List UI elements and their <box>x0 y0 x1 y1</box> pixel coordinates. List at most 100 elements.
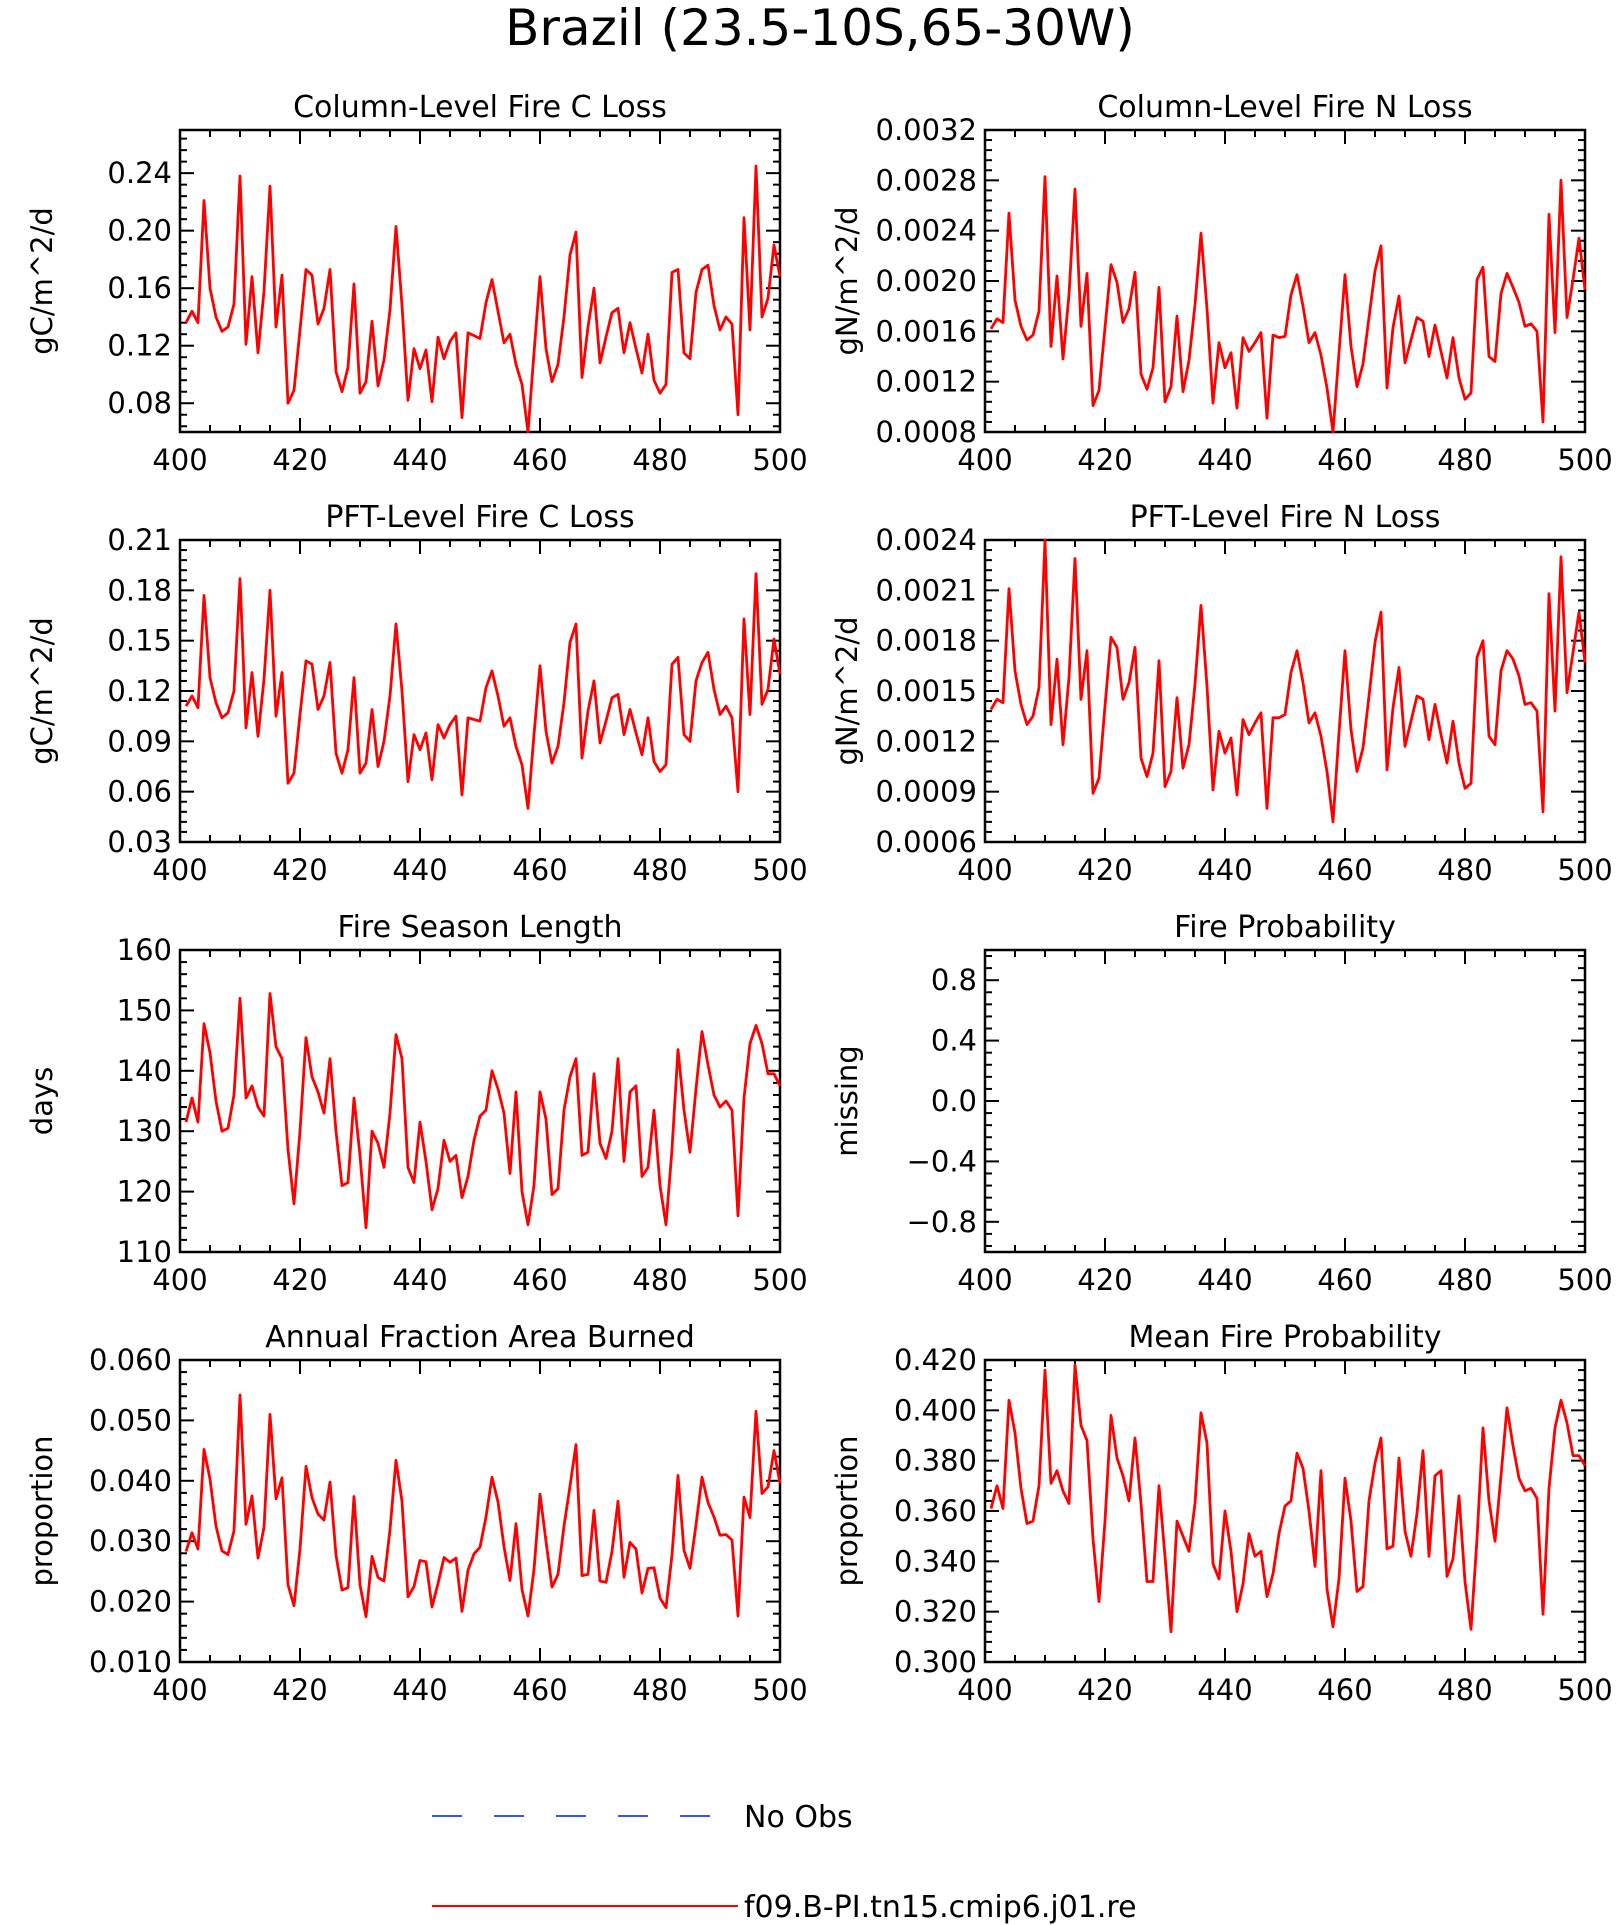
x-tick-label: 440 <box>1197 853 1252 887</box>
x-tick-label: 480 <box>1437 853 1492 887</box>
panel-5: Fire Season Length 400 420 440 460 480 500 110 1… <box>25 910 808 1297</box>
series-line-1 <box>989 1363 1587 1634</box>
series-line-1 <box>989 538 1587 824</box>
y-tick-label: 0.0021 <box>876 573 977 607</box>
y-tick-label: 0.0024 <box>876 523 977 557</box>
panel-1: Column-Level Fire C Loss 400 420 440 460 480 5… <box>25 90 808 477</box>
y-tick-label: 0.21 <box>107 523 172 557</box>
x-tick-label: 480 <box>632 1263 687 1297</box>
x-tick-label: 420 <box>272 1673 327 1707</box>
series-line-1 <box>184 572 782 810</box>
y-tick-label: 0.040 <box>89 1464 172 1498</box>
y-tick-label: 0.20 <box>107 214 172 248</box>
y-axis-label: proportion <box>830 1435 864 1586</box>
y-tick-label: 0.0024 <box>876 214 977 248</box>
x-tick-label: 460 <box>512 853 567 887</box>
y-tick-label: −0.8 <box>907 1205 977 1239</box>
y-tick-label: 0.06 <box>107 775 172 809</box>
panel-title: Fire Season Length <box>338 910 623 945</box>
y-tick-label: 0.8 <box>931 963 977 997</box>
y-tick-label: 0.03 <box>107 825 172 859</box>
y-tick-label: 0.0018 <box>876 624 977 658</box>
y-tick-label: 0.380 <box>894 1444 977 1478</box>
y-tick-label: 0.0006 <box>876 825 977 859</box>
x-tick-label: 460 <box>1317 853 1372 887</box>
y-tick-label: 0.18 <box>107 573 172 607</box>
legend-label-1: No Obs <box>744 1800 853 1835</box>
y-tick-label: 120 <box>117 1175 172 1209</box>
x-tick-label: 400 <box>152 853 207 887</box>
panel-3: PFT-Level Fire C Loss 400 420 440 460 480 500 0… <box>25 500 808 887</box>
x-tick-label: 400 <box>957 443 1012 477</box>
y-tick-label: 0.0 <box>931 1084 977 1118</box>
x-tick-label: 480 <box>632 443 687 477</box>
series-line-1 <box>184 1393 782 1619</box>
x-tick-label: 500 <box>1557 1263 1612 1297</box>
y-tick-label: 0.15 <box>107 624 172 658</box>
x-tick-label: 460 <box>1317 1673 1372 1707</box>
x-tick-label: 500 <box>1557 853 1612 887</box>
x-tick-label: 420 <box>272 853 327 887</box>
y-axis-label: proportion <box>25 1435 59 1586</box>
x-tick-label: 420 <box>272 443 327 477</box>
legend: No Obs f09.B-PI.tn15.cmip6.j01.re <box>432 1800 1137 1925</box>
series-line-1 <box>184 992 782 1230</box>
x-tick-label: 480 <box>1437 443 1492 477</box>
legend-label-2: f09.B-PI.tn15.cmip6.j01.re <box>744 1890 1137 1925</box>
x-tick-label: 440 <box>1197 1263 1252 1297</box>
y-tick-label: 0.0015 <box>876 674 977 708</box>
x-tick-label: 480 <box>1437 1263 1492 1297</box>
y-tick-label: 0.0012 <box>876 724 977 758</box>
x-tick-label: 440 <box>1197 443 1252 477</box>
panel-title: Column-Level Fire C Loss <box>293 90 667 125</box>
y-tick-label: 0.0012 <box>876 365 977 399</box>
x-tick-label: 440 <box>392 1263 447 1297</box>
y-tick-label: 0.360 <box>894 1494 977 1528</box>
x-tick-label: 400 <box>152 443 207 477</box>
series-line-1 <box>989 175 1587 434</box>
y-tick-label: 0.400 <box>894 1393 977 1427</box>
y-tick-label: 0.030 <box>89 1524 172 1558</box>
x-tick-label: 500 <box>1557 1673 1612 1707</box>
x-tick-label: 420 <box>1077 1673 1132 1707</box>
x-tick-label: 500 <box>1557 443 1612 477</box>
x-tick-label: 420 <box>1077 853 1132 887</box>
y-tick-label: 140 <box>117 1054 172 1088</box>
panel-title: Column-Level Fire N Loss <box>1097 90 1472 125</box>
panel-7: Annual Fraction Area Burned 400 420 440 460 4… <box>25 1320 808 1707</box>
x-tick-label: 480 <box>1437 1673 1492 1707</box>
panel-title: Fire Probability <box>1174 910 1396 945</box>
x-tick-label: 400 <box>152 1263 207 1297</box>
x-tick-label: 440 <box>1197 1673 1252 1707</box>
y-tick-label: 160 <box>117 933 172 967</box>
panel-title: PFT-Level Fire N Loss <box>1130 500 1441 535</box>
x-tick-label: 440 <box>392 443 447 477</box>
x-tick-label: 440 <box>392 853 447 887</box>
x-tick-label: 460 <box>1317 1263 1372 1297</box>
series-line-1 <box>184 164 782 434</box>
y-tick-label: 0.300 <box>894 1645 977 1679</box>
x-tick-label: 500 <box>752 443 807 477</box>
y-tick-label: 0.050 <box>89 1403 172 1437</box>
panel-2: Column-Level Fire N Loss 400 420 440 460 480 5… <box>830 90 1613 477</box>
y-tick-label: 0.16 <box>107 271 172 305</box>
x-tick-label: 480 <box>632 853 687 887</box>
y-tick-label: 0.010 <box>89 1645 172 1679</box>
y-tick-label: 0.4 <box>931 1024 977 1058</box>
y-axis-label: gN/m^2/d <box>830 206 864 355</box>
panel-6: Fire Probability 400 420 440 460 480 500 −0.8 −0… <box>830 910 1613 1297</box>
x-tick-label: 420 <box>1077 1263 1132 1297</box>
y-tick-label: 0.0020 <box>876 264 977 298</box>
y-tick-label: 0.12 <box>107 329 172 363</box>
y-tick-label: 0.09 <box>107 724 172 758</box>
y-tick-label: 150 <box>117 993 172 1027</box>
x-tick-label: 460 <box>512 1263 567 1297</box>
y-tick-label: 130 <box>117 1114 172 1148</box>
x-tick-label: 420 <box>1077 443 1132 477</box>
x-tick-label: 440 <box>392 1673 447 1707</box>
panel-4: PFT-Level Fire N Loss 400 420 440 460 480 500 0… <box>830 500 1613 887</box>
y-tick-label: 0.0032 <box>876 113 977 147</box>
x-tick-label: 500 <box>752 1673 807 1707</box>
panel-8: Mean Fire Probability 400 420 440 460 480 500 0… <box>830 1320 1613 1707</box>
y-tick-label: 0.12 <box>107 674 172 708</box>
